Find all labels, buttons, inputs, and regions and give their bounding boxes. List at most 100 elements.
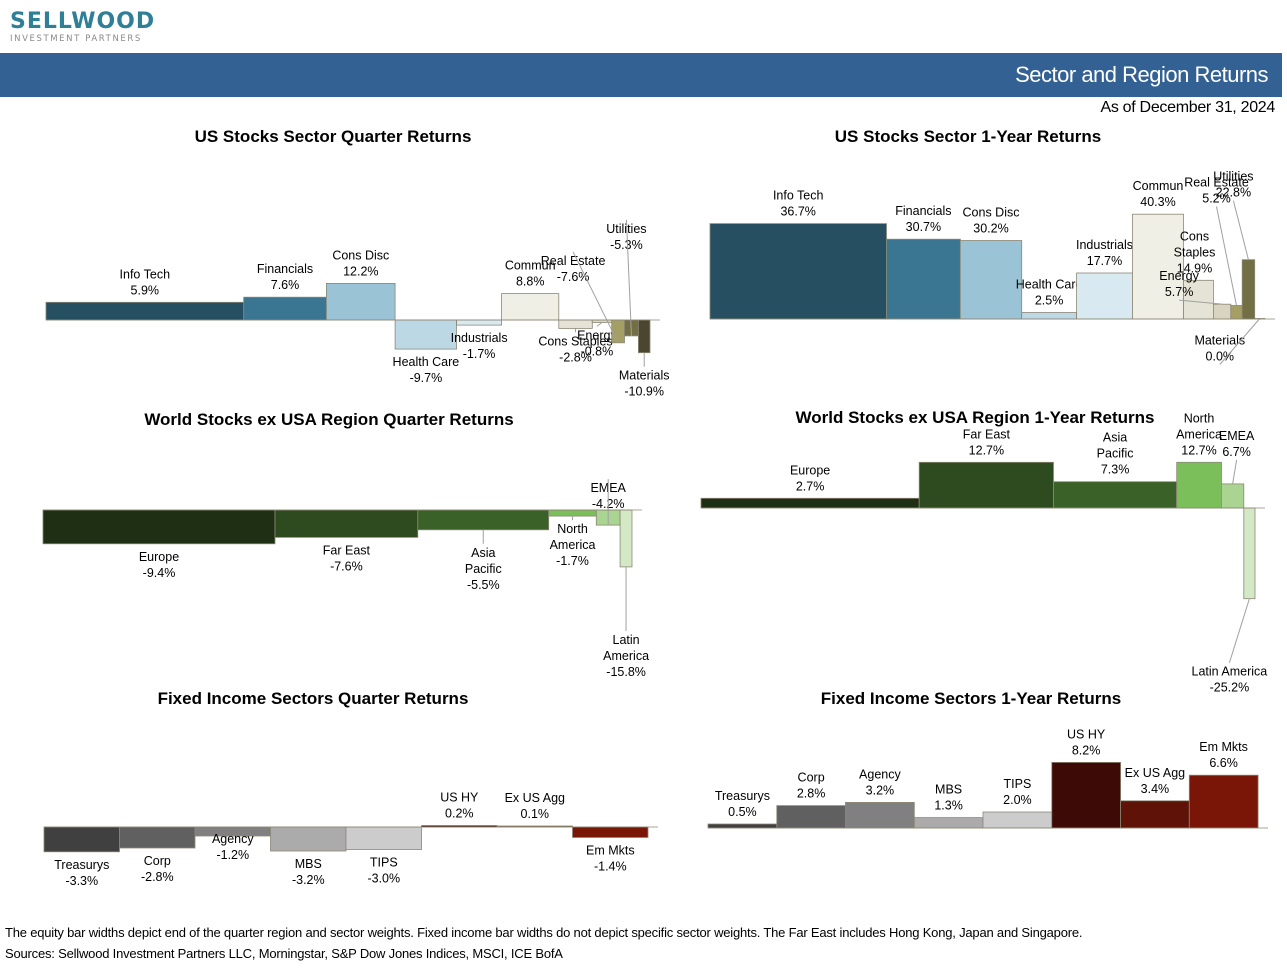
bar-info-tech xyxy=(709,223,887,320)
bar-latin-america xyxy=(1243,507,1256,600)
data-label-treasurys: Treasurys -3.3% xyxy=(54,858,109,888)
chart-us-1y: US Stocks Sector 1-Year Returns Info Tech… xyxy=(709,127,1275,365)
data-label-ex-us-agg: Ex US Agg 0.1% xyxy=(505,791,565,821)
bar-cons-disc xyxy=(325,282,396,321)
bar-north-america xyxy=(1176,461,1222,509)
data-label-cons-disc: Cons Disc 30.2% xyxy=(963,206,1020,236)
data-label-europe: Europe -9.4% xyxy=(139,550,179,580)
logo-main: SELLWOOD xyxy=(10,9,156,34)
data-label-corp: Corp -2.8% xyxy=(141,854,174,884)
data-label-mbs: MBS 1.3% xyxy=(934,783,963,813)
data-label-cons-disc: Cons Disc 12.2% xyxy=(332,248,389,278)
bar-europe xyxy=(42,509,276,545)
data-label-agency: Agency 3.2% xyxy=(859,767,901,797)
bar-industrials xyxy=(456,319,503,326)
data-label-real-estate: Real Estate -7.6% xyxy=(541,254,606,284)
data-label-north-america: North America 12.7% xyxy=(1176,411,1222,457)
bar-em-mkts xyxy=(1188,774,1259,829)
bar-cons-staples xyxy=(1183,279,1214,320)
data-label-real-estate: Real Estate 5.2% xyxy=(1184,176,1249,206)
data-label-north-america: North America -1.7% xyxy=(550,522,596,568)
bar-financials xyxy=(886,238,961,320)
bar-treasurys xyxy=(43,826,120,853)
sources: Sources: Sellwood Investment Partners LL… xyxy=(5,946,563,961)
chart-title: US Stocks Sector Quarter Returns xyxy=(195,127,472,146)
bar-health-care xyxy=(1021,312,1077,320)
bar-mbs xyxy=(913,817,984,829)
data-label-corp: Corp 2.8% xyxy=(797,771,826,801)
chart-fi-1y: Fixed Income Sectors 1-Year Returns Treas… xyxy=(707,689,1268,829)
bar-asia-pacific xyxy=(417,509,550,531)
bar-cons-staples xyxy=(558,319,593,329)
data-label-tips: TIPS -3.0% xyxy=(367,856,400,886)
leader-line xyxy=(1232,459,1238,484)
bar-energy xyxy=(1213,303,1232,320)
bar-europe xyxy=(700,497,920,509)
data-label-energy: Energy -0.8% xyxy=(577,328,617,358)
data-label-us-hy: US HY 0.2% xyxy=(440,791,479,821)
bar-ex-us-agg xyxy=(1120,800,1190,829)
leader-line xyxy=(1215,206,1237,306)
data-label-info-tech: Info Tech 36.7% xyxy=(773,189,824,219)
data-label-commun: Commun 40.3% xyxy=(1133,179,1184,209)
leader-line xyxy=(1232,200,1249,260)
bar-us-hy xyxy=(1051,762,1122,829)
bar-tips xyxy=(345,826,422,850)
bar-latin-america xyxy=(619,509,633,568)
bar-em-mkts xyxy=(572,826,649,838)
data-label-tips: TIPS 2.0% xyxy=(1003,777,1032,807)
data-label-asia-pacific: Asia Pacific -5.5% xyxy=(465,546,502,592)
bar-health-care xyxy=(394,319,457,350)
data-label-mbs: MBS -3.2% xyxy=(292,857,325,887)
bar-real-estate xyxy=(1230,305,1243,320)
data-label-utilities: Utilities 22.8% xyxy=(1213,170,1253,200)
logo-sub: INVESTMENT PARTNERS xyxy=(10,34,142,44)
data-label-treasurys: Treasurys 0.5% xyxy=(715,789,770,819)
chart-us-q: US Stocks Sector Quarter Returns Info Tec… xyxy=(45,127,670,399)
data-label-far-east: Far East -7.6% xyxy=(323,543,371,573)
bar-cons-disc xyxy=(959,240,1023,320)
data-label-em-mkts: Em Mkts 6.6% xyxy=(1199,740,1248,770)
bar-far-east xyxy=(918,461,1054,509)
data-label-financials: Financials 30.7% xyxy=(895,204,951,234)
bar-far-east xyxy=(274,509,419,538)
data-label-latin-america: Latin America -25.2% xyxy=(1192,665,1268,695)
data-label-industrials: Industrials 17.7% xyxy=(1076,238,1133,268)
bar-commun xyxy=(501,293,560,321)
bar-materials xyxy=(638,319,651,354)
data-label-cons-staples: Cons Staples 14.9% xyxy=(1174,229,1216,275)
bar-agency xyxy=(845,802,915,829)
bar-emea xyxy=(1221,483,1245,509)
bar-corp xyxy=(119,826,196,849)
footnote: The equity bar widths depict end of the … xyxy=(5,925,1083,940)
data-label-us-hy: US HY 8.2% xyxy=(1067,727,1106,757)
bar-real-estate xyxy=(611,319,625,344)
data-label-agency: Agency -1.2% xyxy=(212,832,254,862)
data-label-health-care: Health Care -9.7% xyxy=(393,355,460,385)
bar-north-america xyxy=(548,509,597,517)
page-title: Sector and Region Returns xyxy=(1015,62,1268,87)
chart-title: Fixed Income Sectors 1-Year Returns xyxy=(821,689,1121,708)
chart-fi-q: Fixed Income Sectors Quarter Returns Trea… xyxy=(43,689,658,888)
data-label-industrials: Industrials -1.7% xyxy=(451,331,508,361)
bar-industrials xyxy=(1076,272,1133,320)
data-label-materials: Materials 0.0% xyxy=(1194,334,1245,364)
data-label-energy: Energy 5.7% xyxy=(1159,269,1199,299)
data-label-info-tech: Info Tech 5.9% xyxy=(120,267,171,297)
bar-utilities xyxy=(1241,259,1256,320)
leader-line xyxy=(1179,299,1223,305)
leader-line xyxy=(596,322,603,327)
leader-line xyxy=(625,219,632,336)
as-of-date: As of December 31, 2024 xyxy=(1100,99,1275,116)
logo: SELLWOOD INVESTMENT PARTNERS xyxy=(10,9,156,45)
chart-title: Fixed Income Sectors Quarter Returns xyxy=(158,689,469,708)
bar-tips xyxy=(982,811,1053,829)
chart-title: World Stocks ex USA Region 1-Year Return… xyxy=(796,408,1155,427)
data-label-em-mkts: Em Mkts -1.4% xyxy=(586,844,635,874)
data-label-europe: Europe 2.7% xyxy=(790,463,830,493)
bar-financials xyxy=(243,296,327,321)
data-label-emea: EMEA 6.7% xyxy=(1219,429,1255,459)
chart-world-1y: World Stocks ex USA Region 1-Year Return… xyxy=(700,408,1268,695)
chart-world-q: World Stocks ex USA Region Quarter Retur… xyxy=(42,410,649,679)
leader-line xyxy=(1219,318,1261,365)
